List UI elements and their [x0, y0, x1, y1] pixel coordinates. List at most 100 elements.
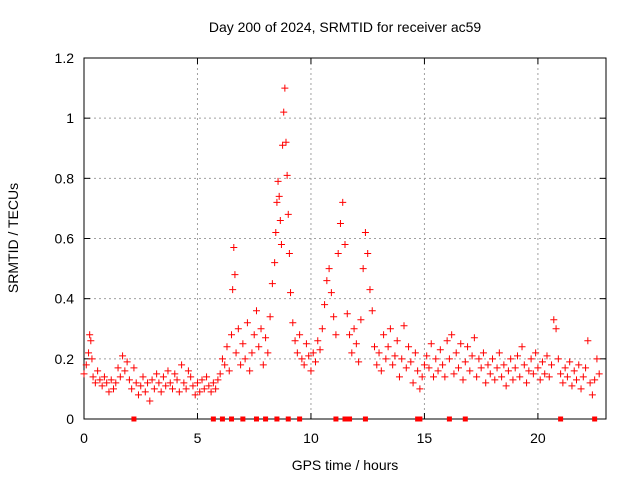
- data-point: [377, 367, 385, 375]
- data-point: [243, 319, 251, 327]
- bottom-marker: [462, 416, 468, 422]
- tick-labels: 0 0.2 0.4 0.6 0.8 1 1.2 0 5 10 15 20: [55, 50, 546, 446]
- data-point: [450, 370, 458, 378]
- data-point: [434, 367, 442, 375]
- data-point: [121, 367, 129, 375]
- bottom-marker: [297, 416, 303, 422]
- data-point: [82, 361, 90, 369]
- x-tick-label: 10: [303, 430, 319, 446]
- data-point: [523, 379, 531, 387]
- x-tick-label: 15: [417, 430, 433, 446]
- data-point: [293, 349, 301, 357]
- gridlines: [84, 58, 606, 419]
- data-point: [96, 376, 104, 384]
- data-point: [330, 313, 338, 321]
- data-point: [287, 289, 295, 297]
- data-point: [178, 361, 186, 369]
- data-point: [527, 355, 535, 363]
- data-point: [153, 370, 161, 378]
- bottom-marker: [253, 416, 259, 422]
- y-tick-label: 1.2: [55, 50, 75, 66]
- data-point: [132, 379, 140, 387]
- data-point: [588, 391, 596, 399]
- data-point: [454, 364, 462, 372]
- data-point: [280, 108, 288, 116]
- data-point: [86, 331, 94, 339]
- data-point: [259, 361, 267, 369]
- bottom-marker: [131, 416, 137, 422]
- data-point: [420, 361, 428, 369]
- data-point: [216, 370, 224, 378]
- data-point: [586, 379, 594, 387]
- data-point: [557, 370, 565, 378]
- data-point: [391, 352, 399, 360]
- data-point: [148, 376, 156, 384]
- data-point: [584, 337, 592, 345]
- data-point: [461, 358, 469, 366]
- data-point: [200, 385, 208, 393]
- data-point: [119, 352, 127, 360]
- bottom-marker: [446, 416, 452, 422]
- data-point: [203, 373, 211, 381]
- data-point: [443, 337, 451, 345]
- data-point: [468, 352, 476, 360]
- y-tick-label: 0.4: [55, 291, 75, 307]
- data-point: [577, 385, 585, 393]
- data-point: [212, 385, 220, 393]
- data-point: [248, 349, 256, 357]
- y-tick-label: 0.6: [55, 231, 75, 247]
- data-point: [400, 322, 408, 330]
- data-point: [341, 241, 349, 249]
- data-point: [500, 361, 508, 369]
- data-point: [414, 367, 422, 375]
- data-point: [228, 331, 236, 339]
- data-point: [409, 379, 417, 387]
- data-point: [411, 349, 419, 357]
- data-point: [552, 325, 560, 333]
- data-point: [146, 397, 154, 405]
- data-point: [275, 192, 283, 200]
- x-tick-label: 5: [194, 430, 202, 446]
- data-point: [529, 370, 537, 378]
- data-point: [470, 334, 478, 342]
- data-point: [207, 388, 215, 396]
- y-tick-label: 1: [66, 110, 74, 126]
- data-point: [237, 361, 245, 369]
- data-point: [250, 331, 258, 339]
- data-point: [538, 358, 546, 366]
- data-point: [593, 355, 601, 363]
- data-point: [116, 373, 124, 381]
- data-point: [214, 376, 222, 384]
- data-point: [550, 316, 558, 324]
- data-point: [407, 358, 415, 366]
- data-point: [452, 349, 460, 357]
- y-tick-label: 0.8: [55, 170, 75, 186]
- data-point: [579, 373, 587, 381]
- data-point: [271, 259, 279, 267]
- data-point: [209, 379, 217, 387]
- data-point: [491, 376, 499, 384]
- bottom-marker: [347, 416, 353, 422]
- data-point: [144, 379, 152, 387]
- data-point: [80, 370, 88, 378]
- data-point: [137, 382, 145, 390]
- data-point: [112, 379, 120, 387]
- x-axis-label: GPS time / hours: [292, 457, 399, 473]
- data-point: [296, 331, 304, 339]
- data-point: [502, 382, 510, 390]
- data-point: [321, 301, 329, 309]
- data-point: [507, 355, 515, 363]
- data-point: [281, 84, 289, 92]
- data-point: [348, 349, 356, 357]
- bottom-marker: [592, 416, 598, 422]
- data-point: [486, 370, 494, 378]
- data-point: [559, 379, 567, 387]
- bottom-markers: [131, 416, 598, 422]
- data-point: [327, 289, 335, 297]
- data-point: [266, 313, 274, 321]
- data-point: [339, 198, 347, 206]
- data-point: [300, 361, 308, 369]
- data-point: [445, 355, 453, 363]
- data-point: [572, 376, 580, 384]
